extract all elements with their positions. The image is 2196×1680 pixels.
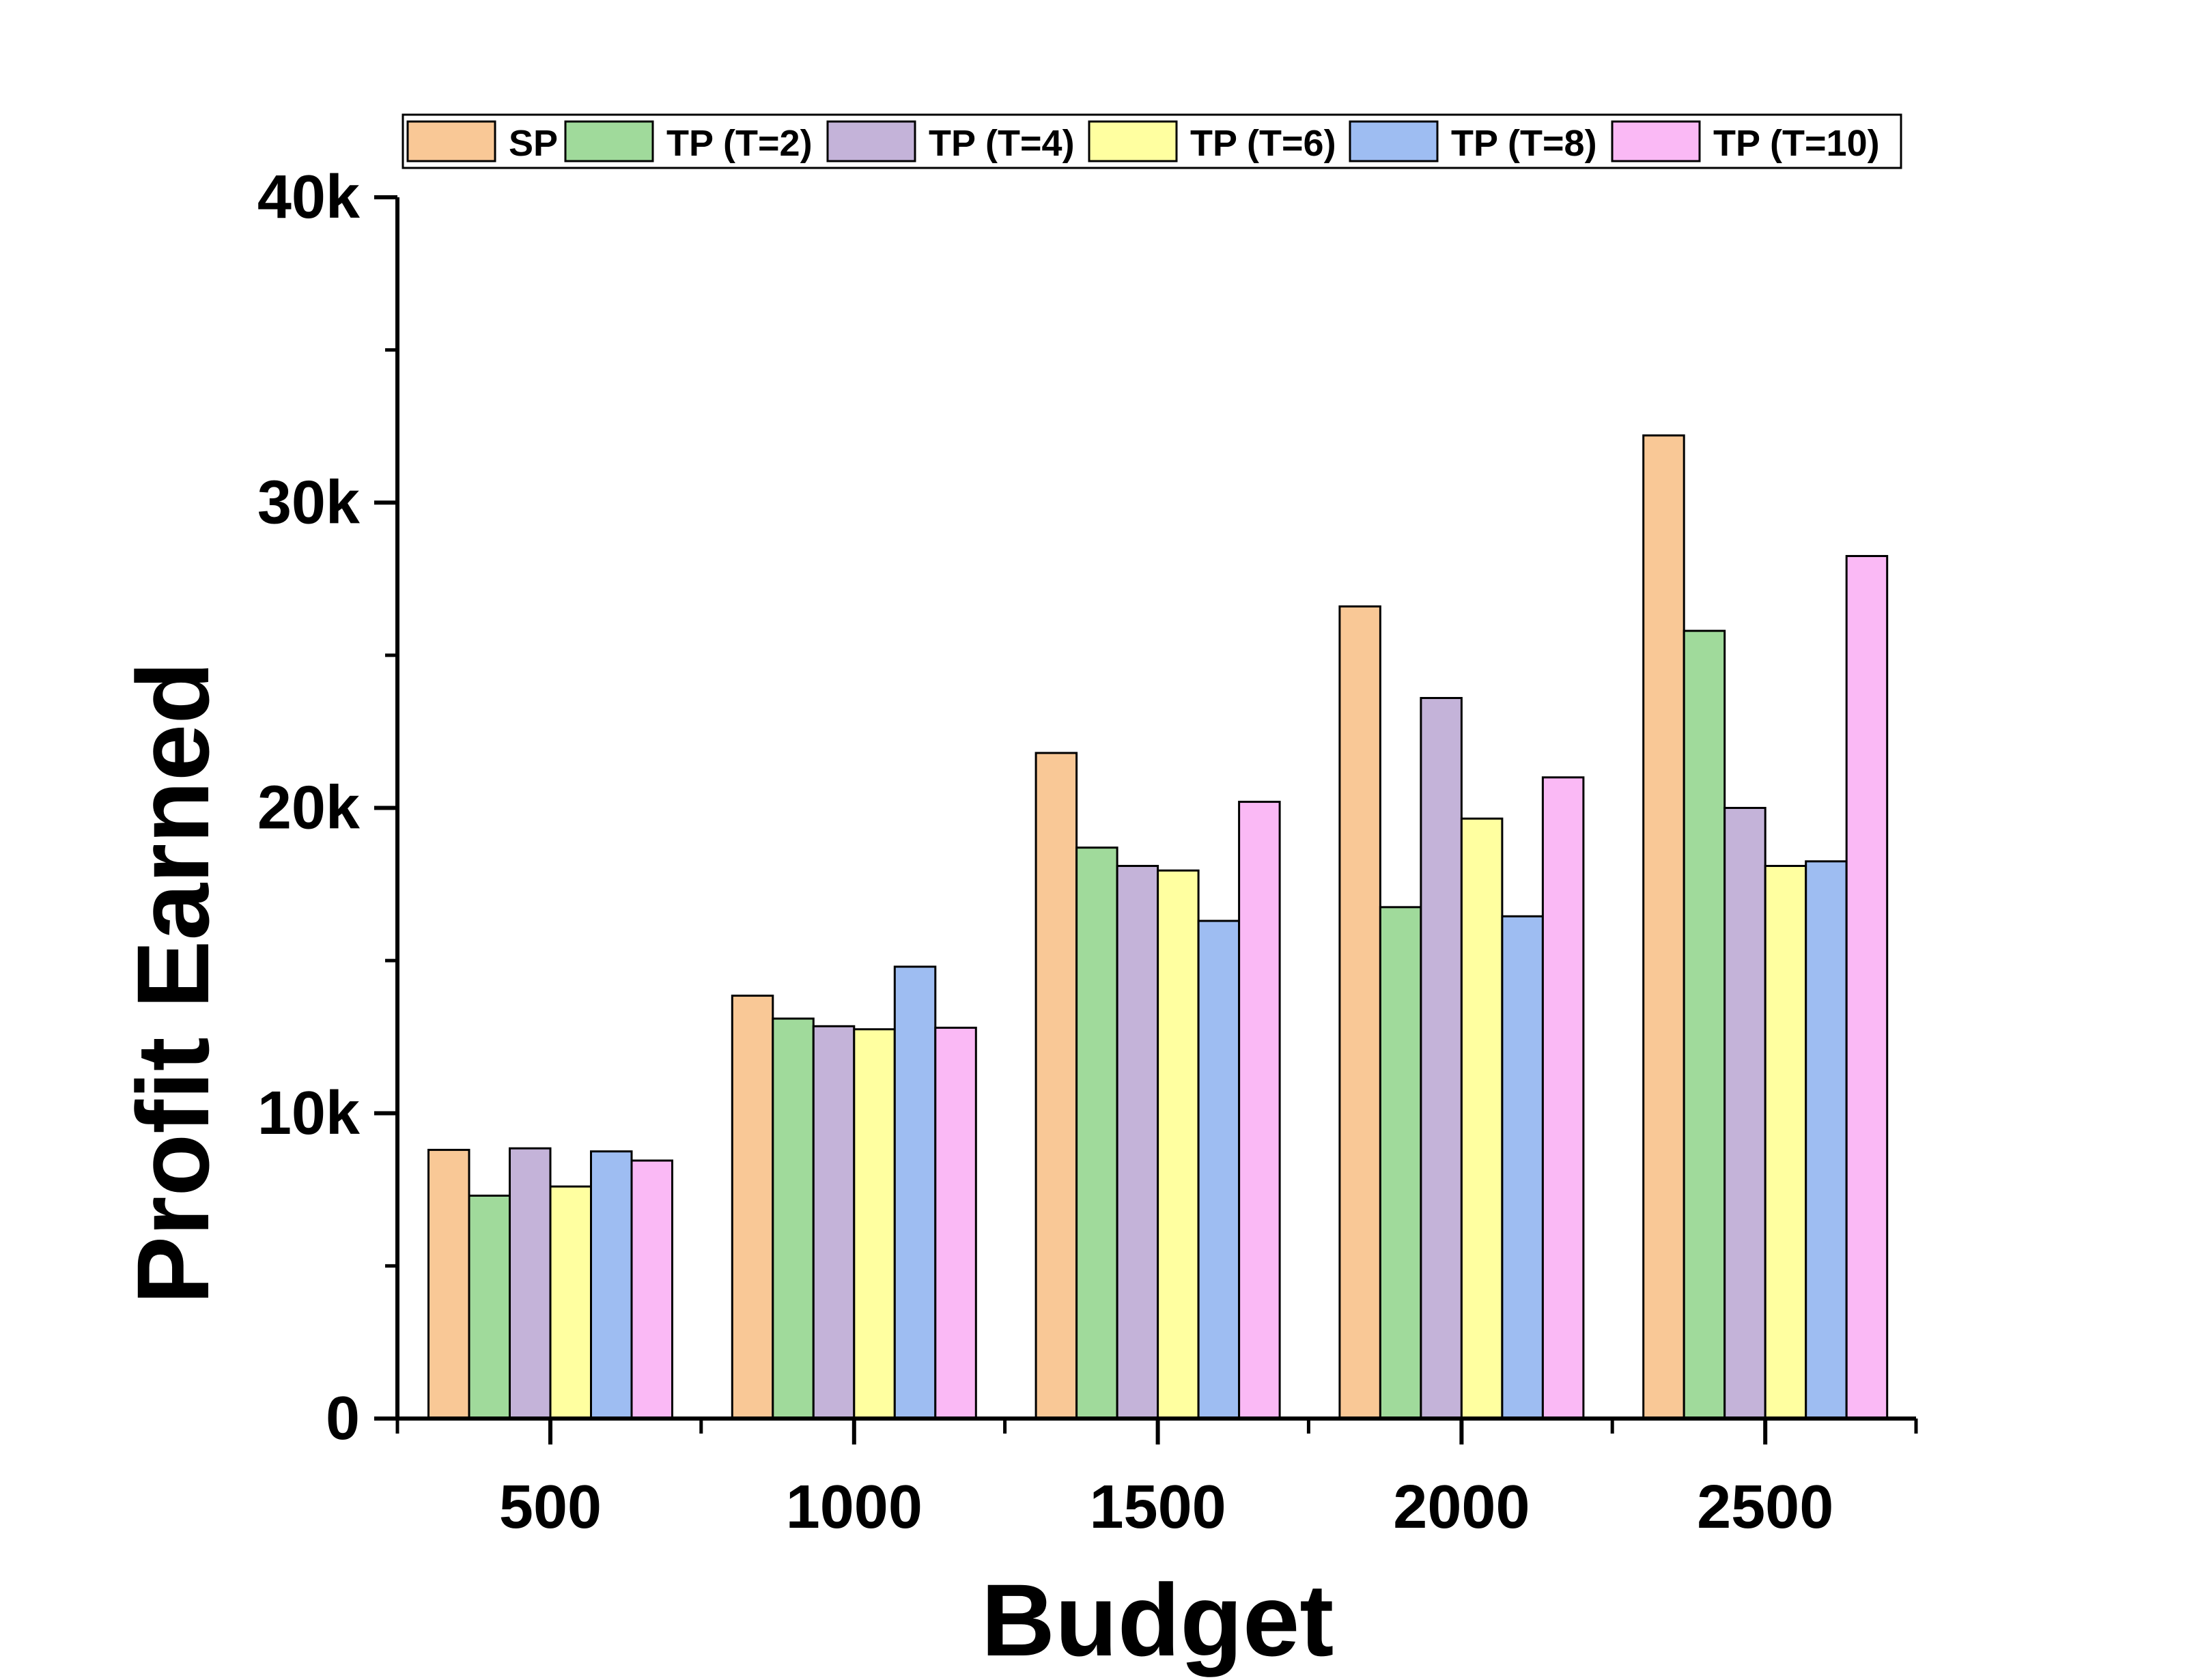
bar-tp-t-10-1500 <box>1238 801 1281 1420</box>
bar-tp-t-10-1000 <box>934 1027 977 1420</box>
bar-tp-t-6-500 <box>549 1185 592 1420</box>
legend: SP TP (T=2) TP (T=4) TP (T=6) TP (T=8) TP (T=… <box>402 113 1902 169</box>
x-tick-label: 500 <box>499 1473 602 1541</box>
legend-label: TP (T=8) <box>1451 123 1597 164</box>
x-tick-label: 2500 <box>1697 1473 1833 1541</box>
bar-tp-t-8-2500 <box>1805 860 1848 1420</box>
bar-tp-t-2-500 <box>468 1195 511 1420</box>
bar-tp-t-6-2000 <box>1460 817 1504 1420</box>
y-tick-label: 40k <box>257 163 361 231</box>
legend-label: TP (T=2) <box>666 123 813 164</box>
bar-tp-t-4-1500 <box>1116 864 1159 1420</box>
bar-tp-t-4-1000 <box>812 1025 856 1420</box>
bars <box>427 434 1889 1420</box>
y-axis-title: Profit Earned <box>115 661 230 1305</box>
y-tick-label: 20k <box>257 774 361 842</box>
legend-label: TP (T=10) <box>1713 123 1880 164</box>
bar-tp-t-10-500 <box>630 1159 673 1420</box>
bar-tp-t-4-2000 <box>1420 696 1463 1420</box>
bar-sp-1000 <box>731 995 774 1420</box>
y-tick-label: 0 <box>326 1384 360 1453</box>
legend-label: TP (T=4) <box>929 123 1075 164</box>
legend-swatch <box>406 120 496 162</box>
legend-label: TP (T=6) <box>1190 123 1336 164</box>
bar-sp-500 <box>427 1148 470 1420</box>
bar-tp-t-10-2000 <box>1541 776 1585 1420</box>
bar-sp-2500 <box>1642 434 1685 1420</box>
bar-tp-t-8-1500 <box>1197 920 1241 1420</box>
legend-swatch <box>826 120 916 162</box>
bar-sp-2000 <box>1338 605 1381 1420</box>
bar-tp-t-8-2000 <box>1501 915 1544 1420</box>
bar-sp-1500 <box>1034 752 1078 1420</box>
legend-swatch <box>564 120 654 162</box>
bar-tp-t-4-500 <box>509 1147 552 1420</box>
legend-swatch <box>1088 120 1178 162</box>
bar-tp-t-8-1000 <box>893 965 937 1420</box>
x-axis-title: Budget <box>981 1563 1334 1677</box>
x-tick-label: 1500 <box>1089 1473 1226 1541</box>
bar-tp-t-4-2500 <box>1723 807 1766 1420</box>
bar-tp-t-2-1000 <box>772 1017 815 1420</box>
y-tick-label: 10k <box>257 1079 361 1148</box>
bar-tp-t-10-2500 <box>1845 555 1889 1420</box>
bar-tp-t-2-1500 <box>1075 846 1118 1420</box>
bar-tp-t-6-2500 <box>1764 864 1807 1420</box>
bar-tp-t-8-500 <box>590 1150 633 1420</box>
legend-label: SP <box>509 123 558 164</box>
axes: 0 10k 20k 30k 40k 500 1000 1500 2000 2500 <box>257 163 1918 1541</box>
bar-tp-t-2-2000 <box>1379 906 1422 1420</box>
legend-swatch <box>1611 120 1701 162</box>
bar-tp-t-6-1000 <box>853 1028 896 1420</box>
x-tick-label: 1000 <box>786 1473 923 1541</box>
bar-tp-t-6-1500 <box>1157 869 1200 1420</box>
bar-tp-t-2-2500 <box>1683 629 1726 1420</box>
legend-swatch <box>1349 120 1439 162</box>
x-tick-label: 2000 <box>1393 1473 1530 1541</box>
y-tick-label: 30k <box>257 468 361 537</box>
